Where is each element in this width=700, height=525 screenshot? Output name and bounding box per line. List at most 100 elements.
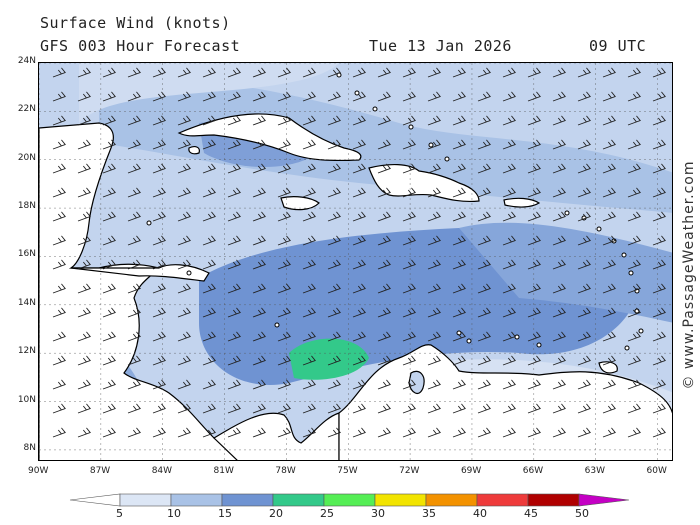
wind-barb [402,355,416,366]
wind-barb [102,427,116,438]
wind-barb [602,355,616,366]
wind-barb [227,163,241,174]
wind-barb [602,187,616,198]
wind-barb [252,355,266,366]
wind-barb [202,427,216,438]
wind-barb [227,91,241,102]
wind-map [38,62,673,461]
wind-barb [452,403,466,414]
colorbar-label: 40 [473,507,487,520]
wind-barb [527,403,541,414]
wind-barb [577,259,591,270]
wind-barb [652,187,666,198]
wind-band-20-25-colombia [289,338,369,380]
wind-barb [502,67,516,78]
wind-barb [277,235,291,246]
latitude-label: 14N [17,297,36,308]
wind-barb [277,211,291,222]
wind-barb [127,427,141,438]
wind-barb [302,235,316,246]
wind-band-10-15-north [99,78,672,213]
wind-barb [502,211,516,222]
wind-barb [302,259,316,270]
wind-barb [577,355,591,366]
wind-barb [227,115,241,126]
wind-barb [427,403,441,414]
wind-barb [152,187,166,198]
colorbar-label: 45 [524,507,538,520]
wind-barb [577,427,591,438]
wind-barb [352,403,366,414]
wind-barb [77,211,91,222]
wind-barb [627,115,641,126]
wind-barb [327,427,341,438]
wind-barb [552,139,566,150]
wind-barb [627,403,641,414]
wind-barb [527,187,541,198]
wind-barb [252,259,266,270]
wind-barb [527,331,541,342]
wind-barb [327,67,341,78]
longitude-label: 75W [337,466,358,476]
wind-barb [377,235,391,246]
longitude-label: 60W [646,466,667,476]
wind-barb [127,91,141,102]
wind-barb [627,379,641,390]
wind-barb [152,427,166,438]
wind-barb [577,115,591,126]
wind-barb [277,67,291,78]
wind-barb [577,211,591,222]
wind-barb [252,115,266,126]
wind-barb [277,355,291,366]
wind-barb [352,235,366,246]
wind-barb [327,355,341,366]
wind-barb [427,259,441,270]
wind-barb [327,235,341,246]
wind-barb [277,259,291,270]
wind-barb [352,379,366,390]
wind-barb [302,91,316,102]
wind-barb [452,235,466,246]
wind-barb [202,139,216,150]
wind-barb [77,187,91,198]
puerto-rico [503,197,541,208]
wind-barb [77,331,91,342]
wind-barb [327,211,341,222]
wind-barb [302,355,316,366]
wind-barb [627,235,641,246]
wind-barb [202,91,216,102]
wind-barb [527,91,541,102]
wind-barb [302,187,316,198]
wind-barb [602,307,616,318]
wind-barb [627,355,641,366]
wind-barb [77,163,91,174]
wind-barb [627,259,641,270]
colorbar-label: 50 [575,507,589,520]
wind-barb [277,115,291,126]
wind-barb [152,211,166,222]
colorbar-segment [425,493,478,507]
wind-barb [352,187,366,198]
wind-barb [327,403,341,414]
wind-barb [527,139,541,150]
wind-barb [577,67,591,78]
wind-barb [77,283,91,294]
wind-barb [377,67,391,78]
wind-barb [527,355,541,366]
wind-barb [252,307,266,318]
wind-barb [277,163,291,174]
wind-barb [277,331,291,342]
wind-barb [352,355,366,366]
wind-barb [602,283,616,294]
wind-barb [302,307,316,318]
wind-barb [277,283,291,294]
wind-barb [177,403,191,414]
wind-barb [552,355,566,366]
wind-barb [102,67,116,78]
wind-barb [477,163,491,174]
wind-barb [302,67,316,78]
wind-barb [227,403,241,414]
wind-barb [252,211,266,222]
wind-barb [127,403,141,414]
wind-barb [352,139,366,150]
